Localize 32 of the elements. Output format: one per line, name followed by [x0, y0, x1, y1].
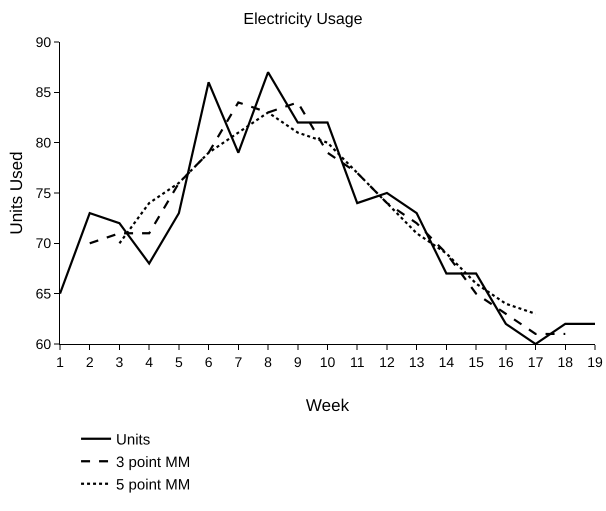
x-tick-label: 6	[204, 354, 213, 370]
x-tick-label: 18	[557, 354, 574, 370]
x-tick-label: 3	[116, 354, 124, 370]
x-tick-label: 8	[264, 354, 272, 370]
y-tick-label: 90	[36, 34, 52, 50]
y-tick-label: 60	[36, 336, 52, 352]
x-tick-label: 15	[468, 354, 484, 370]
x-tick-label: 19	[587, 354, 603, 370]
y-tick-label: 80	[36, 134, 52, 151]
x-tick-label: 17	[528, 354, 544, 370]
x-tick-label: 4	[145, 354, 154, 370]
y-tick-label: 70	[36, 235, 52, 252]
x-tick-label: 5	[174, 354, 183, 370]
y-axis-title: Units Used	[7, 151, 26, 235]
legend-label: Units	[116, 432, 150, 449]
x-tick-label: 7	[234, 354, 242, 370]
y-tick-label: 85	[36, 84, 52, 100]
y-tick-label: 65	[36, 286, 52, 302]
legend-label: 5 point MM	[116, 476, 190, 494]
x-axis-title: Week	[306, 396, 350, 416]
legend-label: 3 point MM	[116, 454, 190, 472]
x-tick-label: 14	[438, 354, 454, 370]
x-tick-label: 12	[379, 354, 395, 370]
x-tick-label: 10	[320, 354, 336, 370]
y-tick-label: 75	[36, 184, 52, 201]
x-tick-label: 2	[86, 354, 94, 370]
x-tick-label: 13	[408, 354, 425, 370]
chart-title: Electricity Usage	[243, 10, 363, 28]
x-tick-label: 16	[498, 354, 514, 370]
x-tick-label: 1	[56, 354, 64, 370]
x-tick-label: 11	[350, 354, 365, 370]
x-tick-label: 9	[294, 354, 302, 370]
